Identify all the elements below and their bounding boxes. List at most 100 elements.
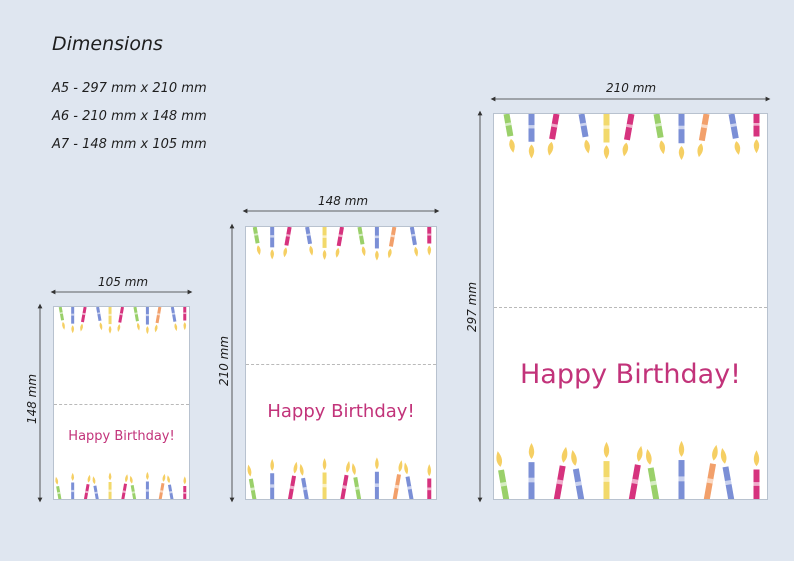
top-candles	[503, 114, 760, 161]
flame-icon	[398, 460, 403, 473]
flame-icon	[117, 324, 121, 332]
candle	[55, 476, 62, 499]
candle	[678, 440, 685, 499]
top-candles	[58, 307, 187, 335]
candle	[603, 441, 610, 499]
candle	[387, 227, 397, 259]
dimensions-heading: Dimensions	[52, 33, 163, 55]
flame-icon	[80, 323, 83, 332]
flame-icon	[247, 464, 252, 477]
flame-icon	[293, 461, 298, 474]
candle	[287, 461, 298, 499]
flame-icon	[162, 473, 166, 482]
candle	[753, 450, 760, 499]
candle	[392, 460, 403, 499]
flame-icon	[283, 247, 288, 258]
flame-icon	[571, 450, 577, 466]
flame-icon	[146, 471, 149, 480]
candle	[628, 445, 643, 499]
candle	[322, 227, 327, 260]
candle	[299, 463, 310, 499]
dimension-a7: A7 - 148 mm x 105 mm	[52, 137, 207, 152]
candle	[58, 307, 65, 330]
flame-icon	[547, 141, 554, 156]
candle	[335, 227, 344, 258]
a5-height-label: 297 mm	[465, 281, 480, 333]
flame-icon	[71, 472, 75, 481]
flame-icon	[108, 325, 112, 334]
candle	[374, 227, 379, 261]
candle	[352, 463, 362, 499]
flame-icon	[603, 441, 610, 458]
a6-height-label: 210 mm	[217, 335, 232, 387]
flame-icon	[528, 442, 535, 459]
flame-icon	[183, 322, 187, 331]
candle	[145, 471, 149, 499]
candle	[547, 114, 560, 156]
candle	[528, 114, 535, 159]
flame-icon	[509, 138, 515, 153]
flame-icon	[361, 246, 366, 257]
flame-icon	[697, 143, 704, 158]
flame-icon	[404, 462, 409, 475]
top-candles	[252, 227, 432, 261]
candle	[270, 227, 275, 260]
flame-icon	[322, 249, 327, 260]
candle	[503, 114, 515, 153]
flame-icon	[270, 458, 274, 471]
flame-icon	[146, 326, 149, 335]
candle	[80, 307, 87, 332]
card-a6: Happy Birthday!	[245, 226, 437, 500]
flame-icon	[414, 246, 418, 257]
flame-icon	[174, 323, 178, 332]
greeting-text: Happy Birthday!	[267, 401, 415, 422]
candle	[117, 307, 124, 332]
bottom-candles	[247, 457, 432, 499]
flame-icon	[622, 142, 629, 157]
flame-icon	[299, 463, 304, 476]
candle	[322, 458, 327, 499]
a6-width-label: 148 mm	[318, 194, 369, 208]
candle	[753, 114, 760, 154]
flame-icon	[352, 463, 356, 476]
candle	[183, 307, 187, 331]
flame-icon	[99, 322, 103, 331]
flame-icon	[753, 450, 760, 467]
a7-height-label: 148 mm	[25, 373, 40, 425]
flame-icon	[753, 139, 760, 154]
candle	[83, 474, 91, 499]
flame-icon	[154, 324, 158, 333]
flame-icon	[636, 445, 643, 462]
candle	[96, 307, 103, 331]
candle	[528, 442, 535, 499]
dimensions-list: A5 - 297 mm x 210 mm A6 - 210 mm x 148 m…	[52, 80, 207, 164]
candle	[653, 114, 666, 155]
flame-icon	[678, 440, 685, 457]
candle	[133, 307, 140, 331]
candle	[71, 307, 75, 334]
candle	[183, 476, 187, 499]
flame-icon	[584, 139, 590, 154]
candle	[167, 475, 174, 499]
flame-icon	[427, 464, 432, 477]
candle	[170, 307, 178, 332]
candle	[646, 449, 660, 499]
a5-width-label: 210 mm	[606, 81, 657, 95]
candle	[252, 227, 261, 256]
candle	[622, 114, 635, 157]
candle	[340, 460, 350, 499]
candle	[404, 462, 414, 499]
candle	[409, 227, 418, 257]
candle	[571, 450, 585, 499]
flame-icon	[125, 474, 128, 483]
flame-icon	[646, 449, 652, 465]
candle	[678, 114, 685, 161]
candle	[720, 447, 735, 499]
bottom-candles	[55, 471, 187, 499]
candle	[553, 446, 568, 499]
bottom-candles	[496, 440, 760, 499]
candle	[427, 227, 432, 256]
flame-icon	[92, 476, 96, 485]
a7-width-label: 105 mm	[98, 275, 149, 289]
candle	[247, 464, 257, 499]
